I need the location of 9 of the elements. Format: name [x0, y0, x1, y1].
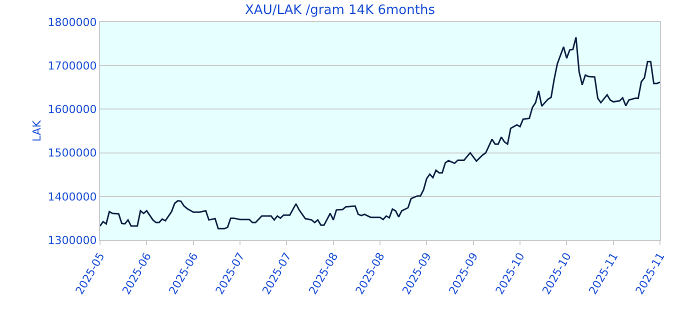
line-series: [100, 36, 660, 230]
y-tick-label: 1800000: [48, 16, 97, 29]
y-tick-label: 1700000: [48, 59, 97, 72]
y-axis-title: LAK: [30, 120, 44, 142]
y-tick-label: 1600000: [48, 103, 97, 116]
y-tick-label: 1300000: [48, 234, 97, 247]
chart-title: XAU/LAK /gram 14K 6months: [245, 2, 436, 18]
y-tick-label: 1500000: [48, 146, 97, 160]
y-tick-label: 1400000: [48, 190, 97, 204]
